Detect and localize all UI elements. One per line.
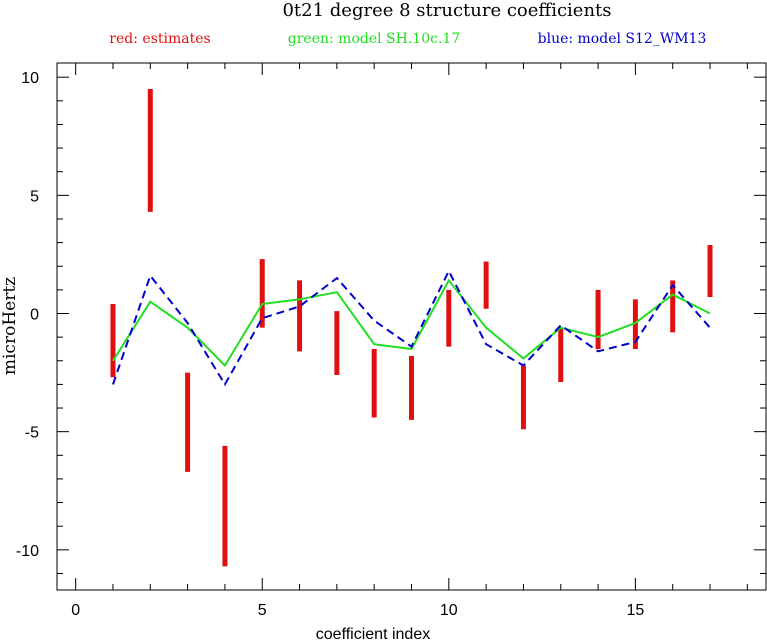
model-series (112, 268, 711, 387)
x-axis-label: coefficient index (316, 626, 430, 641)
y-tick-label: -5 (25, 425, 39, 442)
axis-ticks (57, 63, 766, 590)
x-tick-label: 15 (626, 602, 644, 619)
y-axis-label: microHertz (0, 277, 20, 375)
series-line (112, 268, 711, 387)
legend-model-s12: blue: model S12_WM13 (538, 31, 707, 47)
chart-title: 0t21 degree 8 structure coefficients (282, 0, 611, 21)
estimate-bars (110, 88, 713, 567)
x-tick-label: 0 (71, 602, 80, 619)
y-tick-label: 0 (30, 307, 39, 324)
tick-labels: 0 5 10 15 -10 -5 0 5 10 (16, 70, 645, 619)
x-tick-label: 5 (258, 602, 267, 619)
plot-frame (56, 62, 767, 591)
x-tick-label: 10 (440, 602, 458, 619)
legend-estimates: red: estimates (109, 31, 210, 47)
y-tick-label: 10 (21, 70, 39, 87)
series-line (112, 278, 711, 368)
legend-model-sh: green: model SH.10c.17 (288, 31, 460, 47)
y-tick-label: -10 (16, 543, 39, 560)
y-tick-label: 5 (30, 188, 39, 205)
